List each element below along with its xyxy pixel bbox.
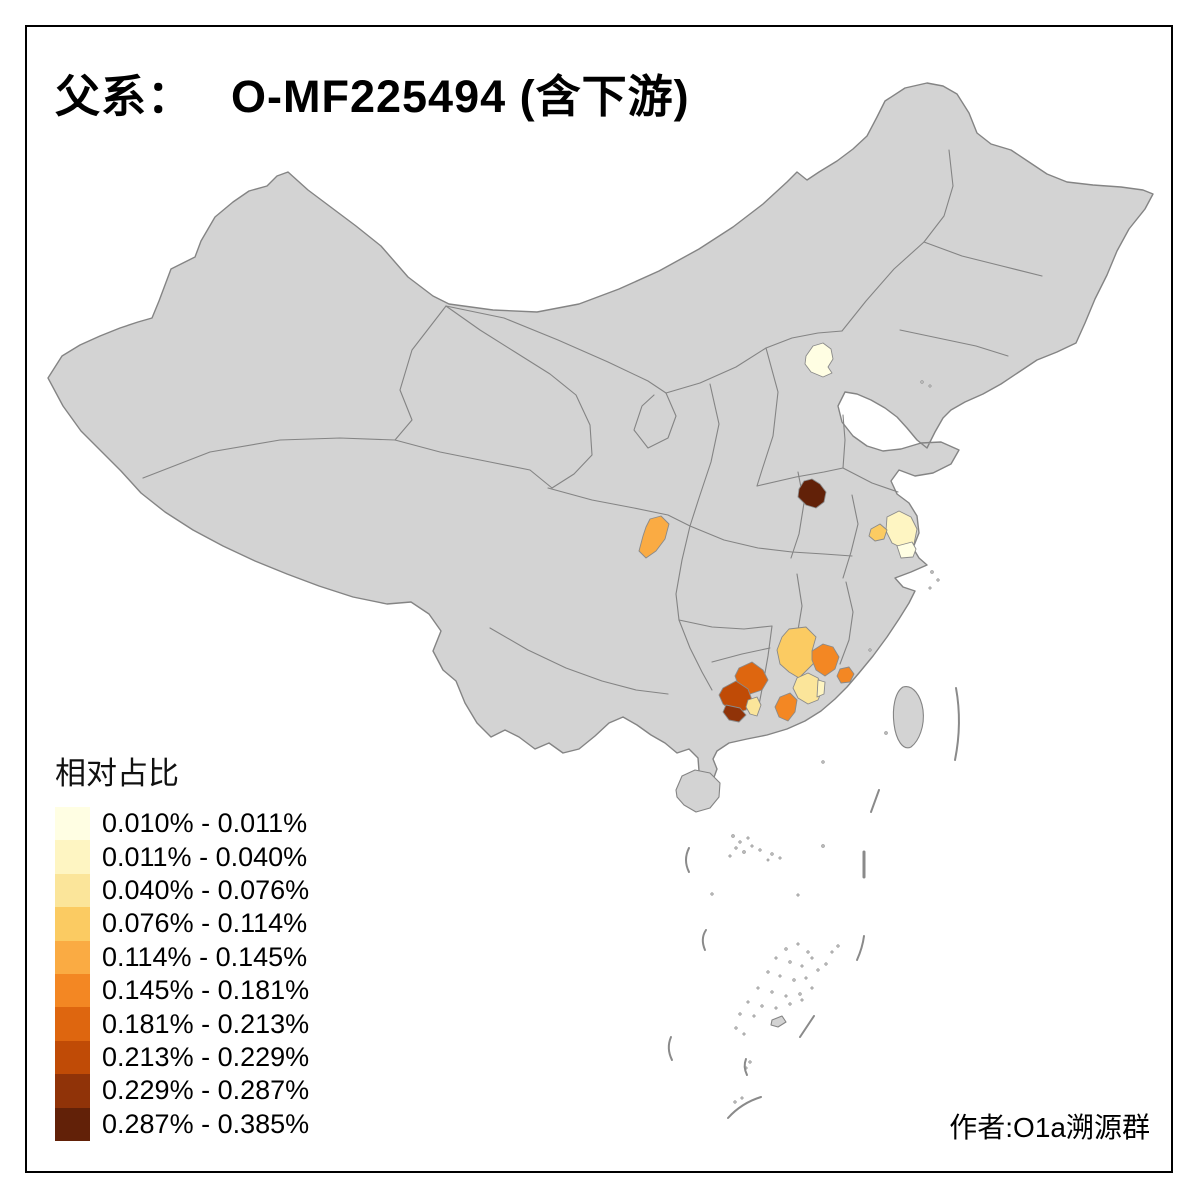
legend-swatch — [55, 873, 90, 908]
region-foshan — [774, 692, 798, 722]
legend-label: 0.011% - 0.040% — [102, 841, 308, 872]
legend-label: 0.114% - 0.145% — [102, 941, 308, 972]
map-title-prefix: 父系： — [55, 71, 194, 122]
hainan-island — [675, 769, 721, 813]
region-yulin — [722, 704, 747, 723]
legend-swatch — [55, 1074, 90, 1108]
islands — [675, 686, 924, 1028]
legend-label: 0.076% - 0.114% — [102, 908, 308, 939]
region-northwest-anhui — [797, 478, 827, 509]
legend-label: 0.010% - 0.011% — [102, 808, 308, 839]
legend-swatch — [55, 840, 90, 874]
legend-swatch — [55, 1107, 90, 1141]
region-huaian — [868, 523, 888, 542]
legend-label: 0.287% - 0.385% — [102, 1108, 310, 1139]
legend-rows: 0.010% - 0.011% 0.011% - 0.040% 0.040% - 0… — [55, 807, 309, 1141]
region-north-guangdong — [776, 626, 818, 679]
region-heyuan — [811, 643, 840, 677]
legend-label: 0.229% - 0.287% — [102, 1075, 310, 1106]
legend-swatch — [55, 940, 90, 974]
province-borders — [142, 149, 1043, 711]
colored-regions — [638, 342, 918, 723]
legend-item: 0.114% - 0.145% — [55, 940, 309, 974]
legend-item: 0.287% - 0.385% — [55, 1107, 310, 1141]
legend-item: 0.145% - 0.181% — [55, 973, 310, 1008]
legend-swatch — [55, 807, 90, 841]
legend-item: 0.010% - 0.011% — [55, 807, 309, 841]
map-title-main: O-MF225494 (含下游) — [231, 71, 690, 122]
legend-item: 0.076% - 0.114% — [55, 907, 309, 941]
legend-swatch — [55, 1040, 90, 1075]
legend-label: 0.145% - 0.181% — [102, 975, 310, 1006]
legend-label: 0.040% - 0.076% — [102, 874, 310, 905]
legend-item: 0.011% - 0.040% — [55, 840, 309, 874]
legend: 相对占比 0.010% - 0.011% 0.011% - 0.040% 0.040… — [55, 748, 309, 1141]
legend-swatch — [55, 907, 90, 941]
legend-label: 0.213% - 0.229% — [102, 1041, 310, 1072]
region-chaoshan — [836, 666, 855, 684]
legend-label: 0.181% - 0.213% — [102, 1008, 310, 1039]
map-title: 父系： O-MF225494 (含下游) — [55, 60, 690, 125]
legend-swatch — [55, 973, 90, 1008]
legend-swatch — [55, 1007, 90, 1041]
region-se-guangxi-small — [745, 696, 762, 717]
spratly-islet — [770, 1015, 787, 1028]
legend-item: 0.181% - 0.213% — [55, 1007, 310, 1041]
legend-item: 0.213% - 0.229% — [55, 1040, 310, 1075]
legend-item: 0.040% - 0.076% — [55, 873, 310, 908]
region-chongqing — [638, 515, 670, 559]
attribution-text: 作者:O1a溯源群 — [949, 1112, 1150, 1143]
region-nantong — [896, 541, 917, 559]
legend-item: 0.229% - 0.287% — [55, 1074, 310, 1108]
region-yancheng — [885, 510, 918, 550]
small-islands-dots — [710, 380, 940, 1104]
taiwan-island — [892, 686, 924, 749]
region-guangzhou — [792, 672, 824, 705]
region-dongguan — [816, 679, 826, 698]
mainland — [47, 82, 1154, 783]
china-outline — [47, 82, 1154, 783]
legend-title: 相对占比 — [55, 756, 179, 791]
region-beijing — [804, 342, 834, 378]
nine-dash-line-segments — [667, 687, 960, 1119]
